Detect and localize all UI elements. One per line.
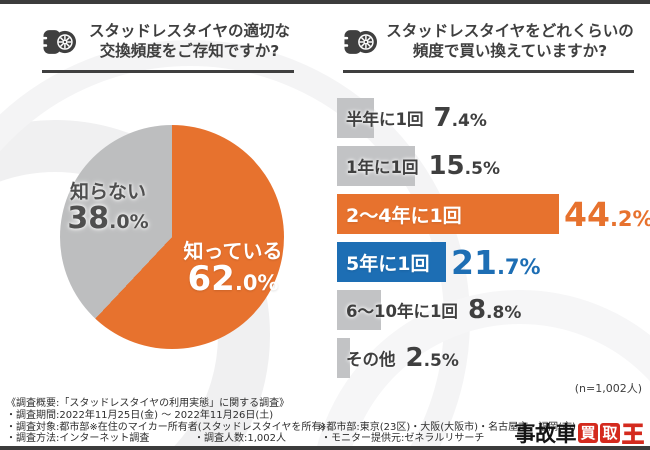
pie-slice-value: 62.0%: [187, 259, 279, 299]
logo-text-king: 王: [621, 422, 644, 448]
bar-row: その他 2.5%: [337, 338, 647, 378]
survey-method-line: ・調査方法:インターネット調査 ・調査人数:1,002人 ・モニター提供元:ゼネ…: [6, 433, 646, 445]
pie-slice-name: 知らない: [69, 181, 146, 203]
pie-chart-title: スタッドレスタイヤの適切な 交換頻度をご存知ですか?: [85, 22, 294, 62]
logo-box-tori: 取: [599, 423, 620, 443]
bar-content: 2〜4年に1回 44.2%: [337, 194, 650, 234]
bar-category-label: 半年に1回: [346, 110, 424, 129]
bar-row: 1年に1回 15.5%: [337, 146, 647, 186]
sample-size-note: (n=1,002人): [574, 382, 642, 395]
tire-icon: [42, 30, 76, 54]
pie-slice-name: 知っている: [183, 239, 283, 263]
bar-chart-header: スタッドレスタイヤをどれくらいの 頻度で買い換えていますか?: [343, 22, 634, 73]
pie-slice-label-dont-know: 知らない 38.0%: [50, 181, 166, 236]
survey-count: ・調査人数:1,002人: [194, 433, 286, 445]
bar: [337, 98, 374, 138]
bar-content: 6〜10年に1回 8.8%: [337, 290, 647, 330]
bar-category-label: 1年に1回: [346, 158, 419, 177]
urban-area-note: ※都市部:東京(23区)・大阪(大阪市)・名古屋市・福岡(市): [318, 421, 576, 433]
pie-title-line2: 交換頻度をご存知ですか?: [99, 41, 280, 60]
bar: [337, 290, 381, 330]
bar-title-line1: スタッドレスタイヤをどれくらいの: [386, 22, 634, 40]
bar-value-label: 21.7%: [451, 242, 541, 282]
bar-row: 5年に1回 21.7%: [337, 242, 647, 282]
survey-period: ・調査期間:2022年11月25日(金) 〜 2022年11月26日(土): [6, 409, 274, 421]
survey-overview-title: 《調査概要:「スタッドレスタイヤの利用実態」に関する調査》: [6, 398, 290, 409]
bar-category-label: 6〜10年に1回: [346, 302, 458, 321]
pie-chart-header: スタッドレスタイヤの適切な 交換頻度をご存知ですか?: [42, 22, 294, 73]
survey-overview: 《調査概要:「スタッドレスタイヤの利用実態」に関する調査》 ・調査期間:2022…: [6, 398, 646, 445]
logo-text-prefix: 事故車: [514, 422, 576, 446]
survey-target: ・調査対象:都市部※在住のマイカー所有者(スタッドレスタイヤを所有): [6, 421, 326, 433]
bar: [337, 242, 446, 282]
bar-value-label: 44.2%: [564, 194, 650, 234]
bar-category-label: 2〜4年に1回: [346, 204, 462, 227]
bar: [337, 146, 415, 186]
bar: [337, 194, 559, 234]
bar-category-label: その他: [346, 350, 396, 369]
bar-value-label: 7.4%: [433, 103, 487, 133]
bar-value-label: 2.5%: [405, 343, 459, 373]
tire-icon: [343, 30, 377, 54]
pie-title-line1: スタッドレスタイヤの適切な: [88, 22, 291, 40]
bar-chart-title: スタッドレスタイヤをどれくらいの 頻度で買い換えていますか?: [386, 22, 634, 62]
top-rule: [0, 0, 650, 4]
survey-method: ・調査方法:インターネット調査: [6, 433, 150, 445]
pie-slice-label-know: 知っている 62.0%: [167, 241, 299, 298]
bar-category-label: 5年に1回: [346, 252, 430, 275]
monitor-provider: ・モニター提供元:ゼネラルリサーチ: [321, 433, 485, 445]
bar-content: 半年に1回 7.4%: [337, 98, 647, 138]
bar-row: 2〜4年に1回 44.2%: [337, 194, 650, 234]
bar: [337, 338, 350, 378]
bar-row: 6〜10年に1回 8.8%: [337, 290, 647, 330]
bottom-rule: [0, 446, 650, 450]
bar-row: 半年に1回 7.4%: [337, 98, 647, 138]
bar-content: 1年に1回 15.5%: [337, 146, 647, 186]
bar-value-label: 8.8%: [467, 295, 522, 325]
jikosha-kaitoriou-logo: 事故車 買 取 王: [514, 417, 644, 449]
bar-content: 5年に1回 21.7%: [337, 242, 647, 282]
bar-content: その他 2.5%: [337, 338, 647, 378]
bar-title-line2: 頻度で買い換えていますか?: [412, 41, 608, 60]
survey-target-line: ・調査対象:都市部※在住のマイカー所有者(スタッドレスタイヤを所有) ※都市部:…: [6, 422, 646, 434]
pie-slice-value: 38.0%: [67, 200, 149, 236]
logo-box-kai: 買: [577, 423, 598, 443]
bar-value-label: 15.5%: [428, 151, 500, 181]
pie-chart: [60, 125, 284, 349]
bar-chart: 半年に1回 7.4% 1年に1回 15.5% 2〜4年に1回 44.2% 5年に…: [337, 98, 650, 386]
